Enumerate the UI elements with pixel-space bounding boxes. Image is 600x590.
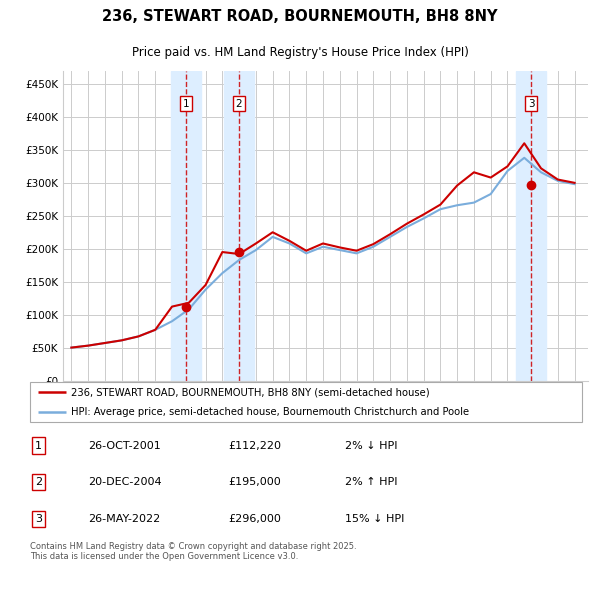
Text: 1: 1: [35, 441, 42, 451]
Text: 2: 2: [35, 477, 42, 487]
Text: 2% ↑ HPI: 2% ↑ HPI: [344, 477, 397, 487]
Text: 1: 1: [182, 99, 189, 109]
Text: 2: 2: [235, 99, 242, 109]
Bar: [516, 71, 546, 381]
Text: 2% ↓ HPI: 2% ↓ HPI: [344, 441, 397, 451]
Text: 26-MAY-2022: 26-MAY-2022: [88, 514, 160, 524]
Text: 20-DEC-2004: 20-DEC-2004: [88, 477, 161, 487]
FancyBboxPatch shape: [30, 382, 582, 422]
Text: £112,220: £112,220: [229, 441, 282, 451]
Text: 3: 3: [527, 99, 534, 109]
Text: 26-OCT-2001: 26-OCT-2001: [88, 441, 161, 451]
Text: 15% ↓ HPI: 15% ↓ HPI: [344, 514, 404, 524]
Text: Contains HM Land Registry data © Crown copyright and database right 2025.
This d: Contains HM Land Registry data © Crown c…: [30, 542, 356, 561]
Text: 236, STEWART ROAD, BOURNEMOUTH, BH8 8NY (semi-detached house): 236, STEWART ROAD, BOURNEMOUTH, BH8 8NY …: [71, 387, 430, 397]
Text: 3: 3: [35, 514, 42, 524]
Text: 236, STEWART ROAD, BOURNEMOUTH, BH8 8NY: 236, STEWART ROAD, BOURNEMOUTH, BH8 8NY: [102, 9, 498, 24]
Bar: [224, 71, 254, 381]
Text: Price paid vs. HM Land Registry's House Price Index (HPI): Price paid vs. HM Land Registry's House …: [131, 47, 469, 60]
Text: HPI: Average price, semi-detached house, Bournemouth Christchurch and Poole: HPI: Average price, semi-detached house,…: [71, 407, 470, 417]
Text: £296,000: £296,000: [229, 514, 281, 524]
Text: £195,000: £195,000: [229, 477, 281, 487]
Bar: [170, 71, 201, 381]
